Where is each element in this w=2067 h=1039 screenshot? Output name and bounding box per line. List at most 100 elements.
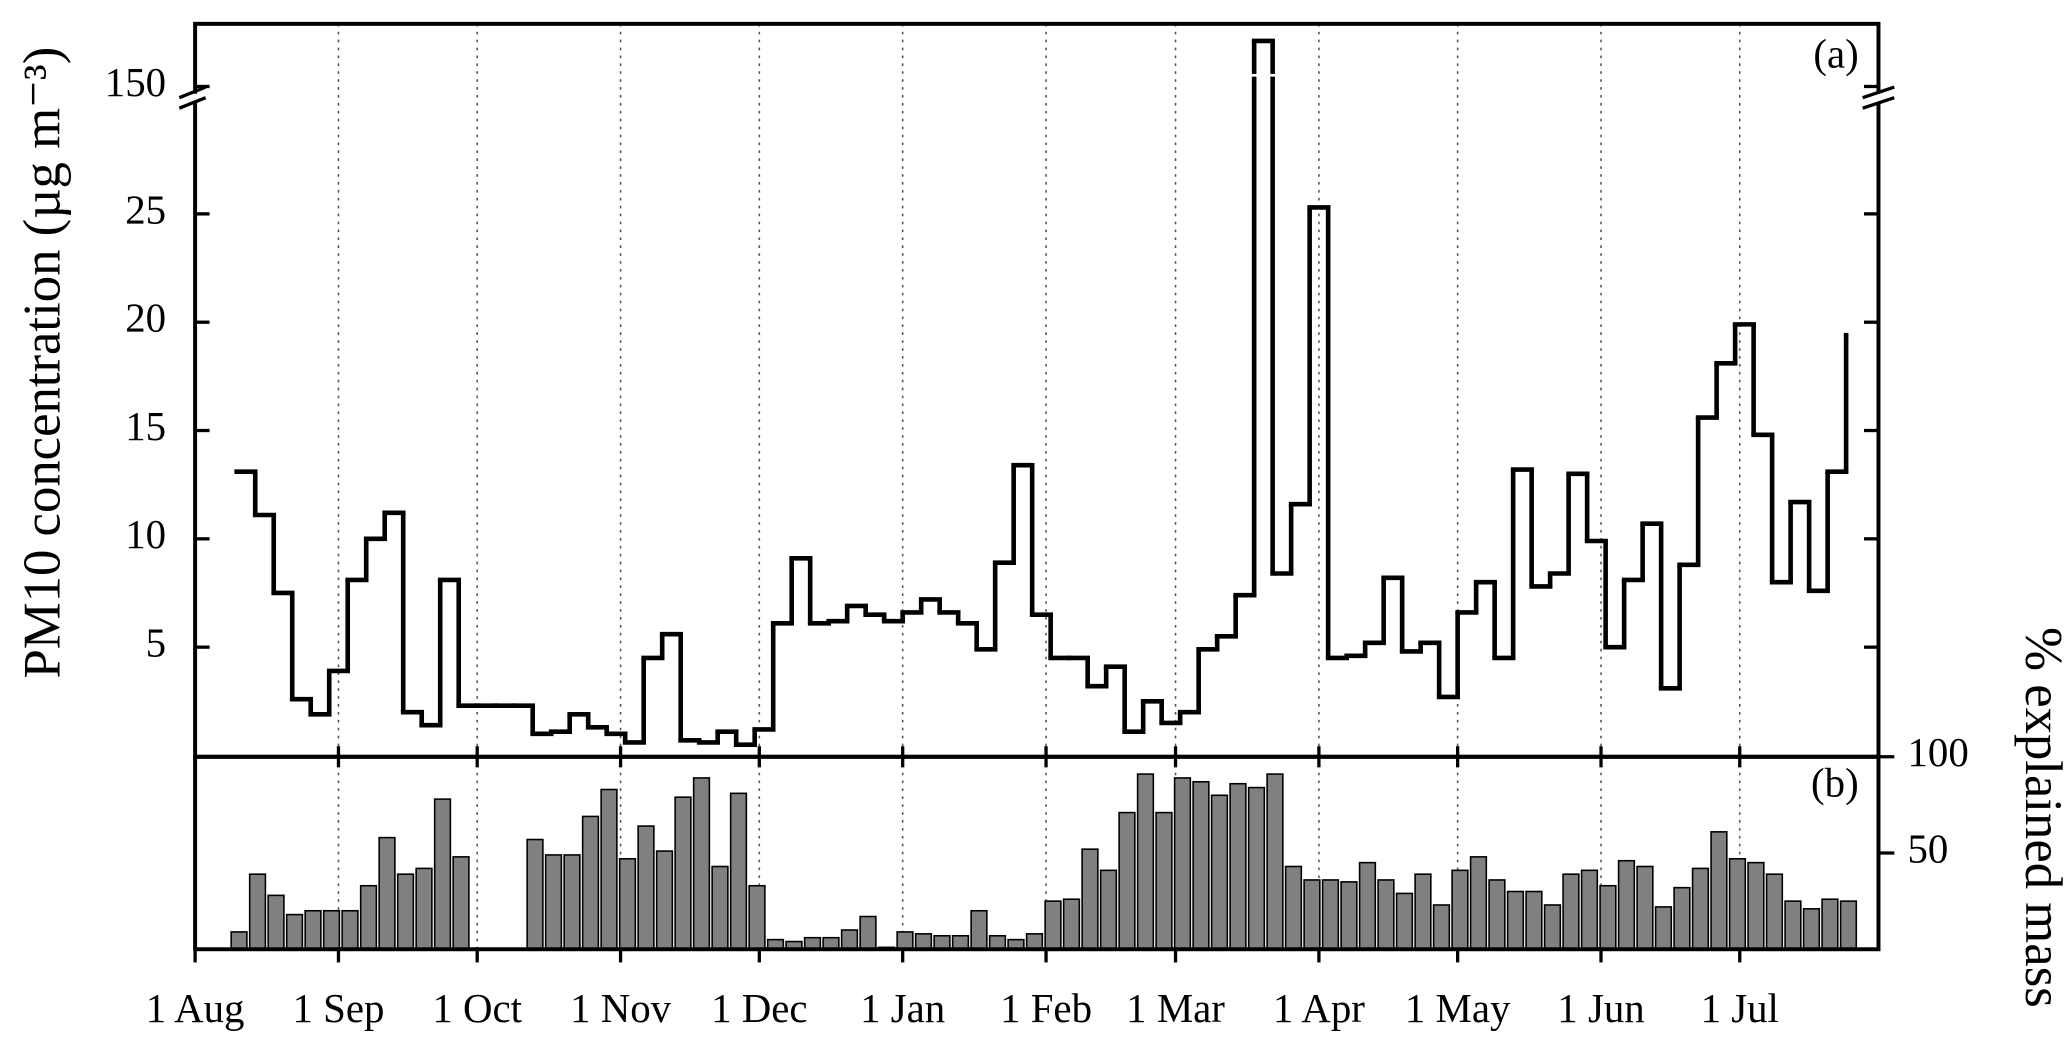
bar: [1192, 781, 1210, 951]
bar: [748, 884, 766, 951]
bar: [1099, 869, 1118, 951]
y-tick-label: 20: [125, 296, 166, 341]
x-tick-label: 1 Nov: [570, 986, 672, 1031]
y-tick-label: 10: [125, 512, 166, 557]
bar: [1617, 859, 1636, 951]
bar: [600, 788, 618, 951]
bar: [1599, 884, 1617, 951]
bar: [304, 909, 322, 951]
x-tick-label: 1 Jul: [1701, 986, 1779, 1031]
bar: [1839, 900, 1858, 951]
bar: [1173, 777, 1192, 951]
bar: [896, 931, 914, 951]
bar: [1710, 831, 1728, 951]
bar: [1765, 873, 1784, 951]
bar: [322, 909, 341, 951]
bar: [396, 873, 415, 951]
x-tick-label: 1 Jun: [1557, 986, 1644, 1031]
bar: [563, 854, 581, 951]
bar: [674, 796, 692, 951]
bar: [618, 857, 637, 951]
bar: [1432, 904, 1451, 951]
bar: [1784, 900, 1802, 951]
x-tick-label: 1 Sep: [292, 986, 384, 1031]
bar: [859, 915, 877, 951]
bar: [1821, 898, 1839, 951]
bar: [1136, 773, 1155, 951]
axis-break: [178, 85, 1895, 110]
bar: [248, 873, 267, 951]
bar: [1580, 869, 1599, 951]
bar: [1284, 865, 1303, 951]
bar: [1469, 856, 1488, 951]
bar: [1377, 879, 1395, 951]
bar: [452, 856, 470, 951]
bar: [1062, 898, 1081, 951]
bar: [415, 867, 433, 951]
y-tick-label: 15: [125, 404, 166, 449]
marks: [230, 38, 1858, 951]
bar: [267, 894, 285, 951]
x-tick-label: 1 Feb: [1000, 986, 1092, 1031]
bar: [711, 865, 729, 951]
bar: [544, 854, 563, 951]
bar: [1081, 848, 1099, 951]
bar: [1543, 904, 1562, 951]
x-tick-label: 1 Dec: [711, 986, 807, 1031]
bar: [1673, 886, 1691, 951]
bar: [526, 838, 544, 951]
bar: [285, 913, 304, 951]
y-axis-label: % explained mass: [2014, 627, 2067, 1008]
y-tick-label: 100: [1907, 730, 1968, 775]
bar: [1506, 890, 1525, 951]
x-tick-label: 1 Jan: [860, 986, 945, 1031]
bar: [1654, 906, 1673, 951]
panel-annotation: (a): [1813, 31, 1858, 76]
bar: [1247, 786, 1266, 951]
bar: [1451, 869, 1469, 951]
y-tick-label: 25: [125, 187, 166, 232]
bar: [1321, 879, 1340, 951]
x-tick-label: 1 Oct: [432, 986, 522, 1031]
bar: [581, 815, 600, 951]
bar: [951, 934, 970, 951]
bar: [1636, 865, 1654, 951]
x-tick-label: 1 Mar: [1126, 986, 1225, 1031]
y-tick-label: 5: [146, 621, 166, 666]
bar: [230, 931, 248, 951]
bar: [1358, 861, 1377, 951]
bar: [1303, 879, 1321, 951]
bar: [1395, 892, 1414, 951]
y-tick-label: 150: [105, 60, 166, 105]
bar: [655, 850, 674, 951]
bar: [1044, 900, 1062, 951]
bar: [692, 777, 711, 951]
bar: [1118, 811, 1136, 951]
bar: [359, 884, 378, 951]
bar: [914, 933, 933, 951]
bar: [341, 909, 359, 951]
bar: [970, 909, 988, 951]
bar: [1266, 773, 1284, 951]
bar: [1229, 782, 1247, 951]
bar: [1340, 881, 1358, 951]
bar: [1802, 908, 1821, 951]
bar: [1728, 857, 1747, 951]
bar: [637, 825, 655, 951]
bar: [1210, 794, 1229, 951]
bar: [933, 934, 951, 951]
bar: [988, 934, 1007, 951]
x-tick-label: 1 May: [1405, 986, 1511, 1031]
bar: [1025, 933, 1044, 951]
bar: [1525, 890, 1543, 951]
bar: [1488, 879, 1506, 951]
y-axis-label: PM10 concentration (µg m⁻³): [14, 47, 72, 679]
bar: [1562, 873, 1580, 951]
x-tick-label: 1 Aug: [146, 986, 245, 1031]
panel-annotation: (b): [1811, 760, 1859, 805]
bar: [433, 798, 452, 951]
bar: [378, 836, 396, 951]
y-tick-label: 50: [1907, 826, 1948, 871]
bar: [1747, 861, 1765, 951]
